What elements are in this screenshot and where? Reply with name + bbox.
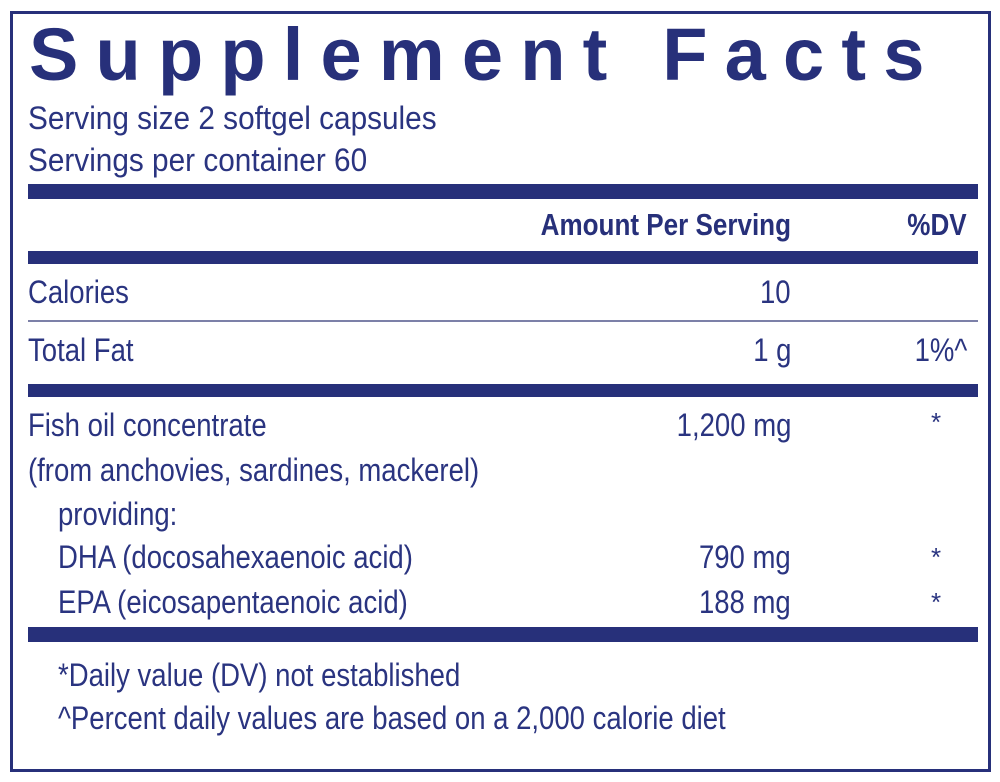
column-header-amount: Amount Per Serving [540,207,791,242]
servings-per-container: Servings per container 60 [28,142,368,178]
row-amount-total-fat: 1 g [752,332,791,368]
ingredient-dv-dha: * [930,542,942,572]
divider-bar-top [28,184,978,199]
ingredient-amount-fish-oil: 1,200 mg [676,407,791,443]
ingredient-name-fish-oil: Fish oil concentrate [28,407,267,443]
supplement-facts-panel: Supplement Facts Serving size 2 softgel … [10,11,991,772]
footnote-percent-daily-values: ^Percent daily values are based on a 2,0… [58,700,726,736]
footnote-dv-not-established: *Daily value (DV) not established [58,657,461,693]
divider-thin [28,320,978,322]
ingredient-name-epa: EPA (eicosapentaenoic acid) [58,584,408,620]
ingredient-dv-epa: * [930,587,942,617]
ingredient-amount-dha: 790 mg [699,539,791,575]
panel-title: Supplement Facts [29,13,942,96]
divider-bar-header [28,251,978,264]
row-dv-total-fat: 1%^ [914,332,967,368]
ingredient-dv-fish-oil: * [930,407,942,437]
ingredient-amount-epa: 188 mg [699,584,791,620]
ingredient-name-dha: DHA (docosahexaenoic acid) [58,539,413,575]
row-amount-calories: 10 [760,274,791,310]
divider-bar-middle [28,384,978,397]
serving-size: Serving size 2 softgel capsules [28,100,437,136]
ingredient-source-note: (from anchovies, sardines, mackerel) [28,452,480,488]
row-name-calories: Calories [28,274,129,310]
row-name-total-fat: Total Fat [28,332,134,368]
ingredient-providing-label: providing: [58,496,178,532]
divider-bar-bottom [28,627,978,642]
column-header-dv: %DV [907,207,967,242]
